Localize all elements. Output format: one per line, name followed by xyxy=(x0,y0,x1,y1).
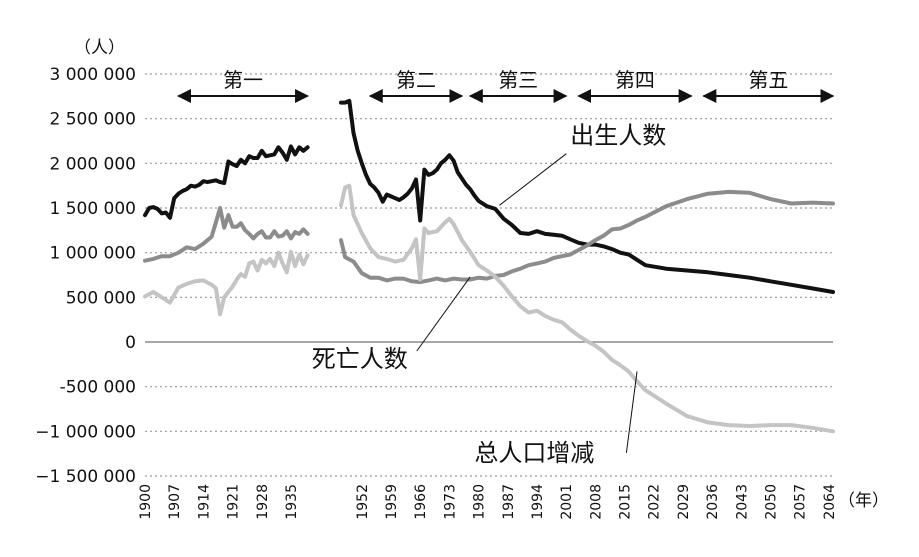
x-tick-label: 1952 xyxy=(355,484,371,520)
period-arrows: 第一 第二 第三 第四 第五 xyxy=(176,68,835,103)
annotation-leader xyxy=(499,153,567,206)
x-tick-label: 1935 xyxy=(284,484,300,520)
x-tick-label: 1900 xyxy=(138,484,154,520)
period-label: 第一 xyxy=(223,68,263,92)
x-tick-label: 1973 xyxy=(442,484,458,520)
x-tick-label: 2050 xyxy=(763,484,779,520)
x-tick-label: 1928 xyxy=(255,484,271,520)
x-tick-label: 1987 xyxy=(501,484,517,520)
x-tick-label: 1914 xyxy=(196,484,212,520)
y-tick-label: 0 xyxy=(125,333,136,353)
x-tick-label: 2008 xyxy=(588,484,604,520)
annotation-leader xyxy=(416,276,471,352)
series-line-deaths xyxy=(143,206,310,263)
series-line-deaths xyxy=(339,189,835,285)
y-tick-label: 3 000 000 xyxy=(49,65,136,85)
annotation-label: 出生人数 xyxy=(570,122,666,150)
x-tick-label: 2029 xyxy=(676,484,692,520)
series-lines xyxy=(143,98,835,434)
x-tick-label: 1907 xyxy=(167,484,183,520)
series-line-change xyxy=(143,249,310,317)
series-line-births xyxy=(339,98,835,294)
x-tick-label: 1980 xyxy=(472,484,488,520)
y-tick-label: 500 000 xyxy=(66,288,136,308)
y-tick-label: 2 000 000 xyxy=(49,154,136,174)
annotation-label: 总人口增减 xyxy=(474,439,594,467)
x-axis-ticks: 1900 1907 1914 1921 1928 1935 1952 1959 1966 1973… xyxy=(138,484,838,520)
annotation-leader xyxy=(625,371,638,453)
y-tick-label: 1 500 000 xyxy=(49,199,136,219)
x-tick-label: 1994 xyxy=(530,484,546,520)
x-tick-label: 2036 xyxy=(705,484,721,520)
gridlines xyxy=(145,73,833,477)
series-line-births xyxy=(143,144,310,220)
x-tick-label: 2043 xyxy=(734,484,750,520)
period-label: 第二 xyxy=(396,68,436,92)
y-tick-label: -500 000 xyxy=(60,378,136,398)
x-tick-label: 2022 xyxy=(647,484,663,520)
period-label: 第四 xyxy=(615,68,655,92)
x-tick-label: 1966 xyxy=(413,484,429,520)
y-tick-label: −1 000 000 xyxy=(35,422,136,442)
x-tick-label: 2064 xyxy=(822,484,838,520)
y-tick-label: 2 500 000 xyxy=(49,110,136,130)
period-label: 第五 xyxy=(748,68,788,92)
x-tick-label: 2015 xyxy=(618,484,634,520)
annotation-label: 死亡人数 xyxy=(312,345,408,373)
x-tick-label: 1921 xyxy=(226,484,242,520)
y-tick-label: 1 000 000 xyxy=(49,244,136,264)
period-label: 第三 xyxy=(498,68,538,92)
y-axis-ticks: 3 000 000 2 500 000 2 000 000 1 500 000 1 00… xyxy=(35,65,136,487)
x-tick-label: 2001 xyxy=(559,484,575,520)
x-tick-label: 2057 xyxy=(793,484,809,520)
y-tick-label: −1 500 000 xyxy=(35,467,136,487)
y-unit-label: （人） xyxy=(74,38,125,58)
x-unit-label: （年） xyxy=(838,491,889,511)
x-tick-label: 1959 xyxy=(384,484,400,520)
series-line-change xyxy=(339,183,835,434)
